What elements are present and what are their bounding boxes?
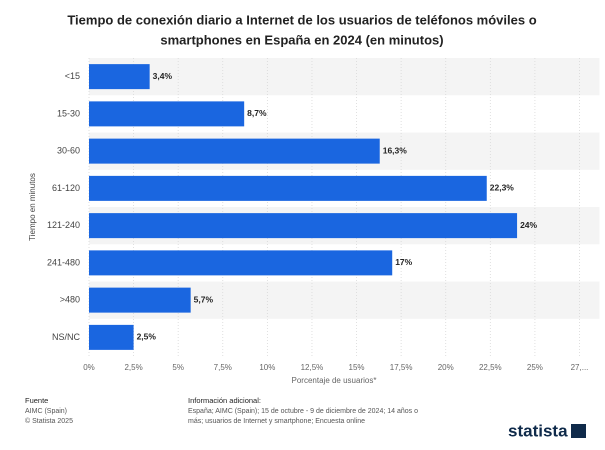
x-tick-label: 7,5% bbox=[214, 363, 232, 372]
value-label: 5,7% bbox=[194, 294, 214, 304]
y-tick-label: 61-120 bbox=[52, 183, 80, 193]
value-label: 17% bbox=[395, 257, 412, 267]
x-axis-label: Porcentaje de usuarios* bbox=[292, 376, 377, 385]
bar bbox=[89, 324, 134, 350]
source: AIMC (Spain) bbox=[25, 408, 67, 415]
value-label: 16,3% bbox=[383, 145, 408, 155]
bar bbox=[89, 287, 191, 313]
x-tick-label: 12,5% bbox=[301, 363, 324, 372]
info-title: Información adicional: bbox=[188, 396, 261, 405]
logo: statista bbox=[508, 421, 568, 440]
bar bbox=[89, 213, 518, 239]
x-tick-label: 22,5% bbox=[479, 363, 502, 372]
bar bbox=[89, 175, 487, 201]
value-label: 8,7% bbox=[247, 108, 267, 118]
info: más; usuarios de Internet y smartphone; … bbox=[188, 418, 365, 425]
value-label: 24% bbox=[520, 220, 537, 230]
x-tick-label: 27,... bbox=[571, 363, 589, 372]
bar bbox=[89, 138, 380, 164]
x-tick-label: 2,5% bbox=[124, 363, 142, 372]
y-tick-label: 30-60 bbox=[57, 146, 80, 156]
y-tick-label: 15-30 bbox=[57, 108, 80, 118]
x-tick-label: 5% bbox=[172, 363, 184, 372]
source: © Statista 2025 bbox=[25, 417, 73, 425]
logo-icon bbox=[571, 424, 586, 438]
source-title: Fuente bbox=[25, 396, 48, 405]
x-tick-label: 17,5% bbox=[390, 363, 413, 372]
x-tick-label: 20% bbox=[438, 363, 454, 372]
y-tick-label: 241-480 bbox=[47, 257, 80, 267]
value-label: 2,5% bbox=[137, 332, 157, 342]
chart-title: Tiempo de conexión diario a Internet de … bbox=[67, 12, 536, 27]
value-label: 3,4% bbox=[153, 71, 173, 81]
y-tick-label: >480 bbox=[60, 295, 80, 305]
x-tick-label: 10% bbox=[259, 363, 275, 372]
y-tick-label: <15 bbox=[65, 71, 80, 81]
bar bbox=[89, 250, 393, 276]
x-tick-label: 15% bbox=[349, 363, 365, 372]
y-axis-label: Tiempo en minutos bbox=[28, 173, 37, 241]
y-tick-label: 121-240 bbox=[47, 220, 80, 230]
bar bbox=[89, 64, 150, 90]
y-tick-label: NS/NC bbox=[52, 332, 81, 342]
x-tick-label: 0% bbox=[83, 363, 95, 372]
x-tick-label: 25% bbox=[527, 363, 543, 372]
row-stripe bbox=[89, 58, 600, 96]
value-label: 22,3% bbox=[490, 183, 515, 193]
chart-title: smartphones en España en 2024 (en minuto… bbox=[160, 32, 443, 47]
info: España; AIMC (Spain); 15 de octubre - 9 … bbox=[188, 408, 418, 415]
bar bbox=[89, 101, 245, 127]
